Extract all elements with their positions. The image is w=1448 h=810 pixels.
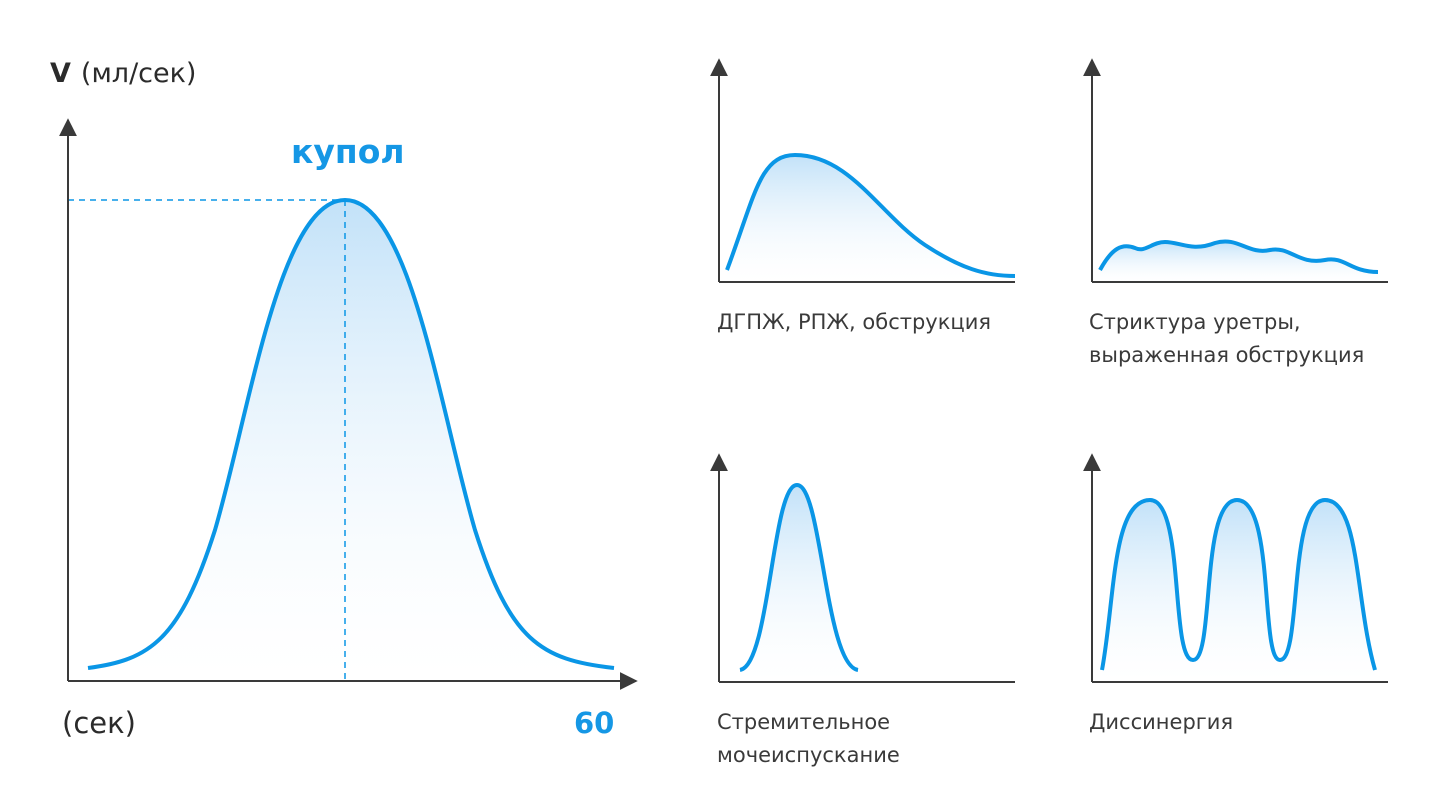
caption-line: Стриктура уретры,	[1089, 310, 1301, 334]
panel-stremitelnoe-curve	[739, 482, 859, 672]
panel-dissinergiya-caption: Диссинергия	[1089, 706, 1233, 739]
x-axis-unit-label: (сек)	[62, 706, 136, 740]
panel-striktura-curve	[1098, 239, 1379, 274]
panel-stremitelnoe-caption: Стремительное мочеиспускание	[717, 706, 900, 772]
caption-line: мочеиспускание	[717, 743, 900, 767]
panel-dgpzh-curve	[725, 152, 1016, 278]
panel-dissinergiya-fill	[1102, 500, 1375, 682]
panel-dissinergiya	[1083, 453, 1388, 683]
main-chart	[59, 118, 638, 690]
caption-line: Стремительное	[717, 710, 891, 734]
panel-striktura	[1083, 58, 1388, 283]
panel-dgpzh-fill	[727, 155, 1015, 282]
y-axis-unit: (мл/сек)	[80, 58, 197, 89]
peak-label: купол	[291, 132, 405, 171]
main-y-axis-label: V (мл/сек)	[50, 58, 196, 89]
caption-line: ДГПЖ, РПЖ, обструкция	[717, 310, 991, 334]
panel-dgpzh	[710, 58, 1016, 283]
panel-stremitelnoe-fill	[740, 485, 858, 682]
y-axis-symbol: V	[50, 58, 71, 89]
main-curve-fill	[88, 200, 614, 681]
panel-dissinergiya-curve	[1100, 497, 1377, 671]
caption-line: Диссинергия	[1089, 710, 1234, 734]
panel-stremitelnoe	[710, 453, 1015, 683]
panel-striktura-fill	[1100, 241, 1378, 282]
panel-striktura-caption: Стриктура уретры, выраженная обструкция	[1089, 306, 1364, 372]
x-axis-max-label: 60	[574, 706, 615, 740]
panel-dgpzh-caption: ДГПЖ, РПЖ, обструкция	[717, 306, 991, 339]
caption-line: выраженная обструкция	[1089, 343, 1365, 367]
